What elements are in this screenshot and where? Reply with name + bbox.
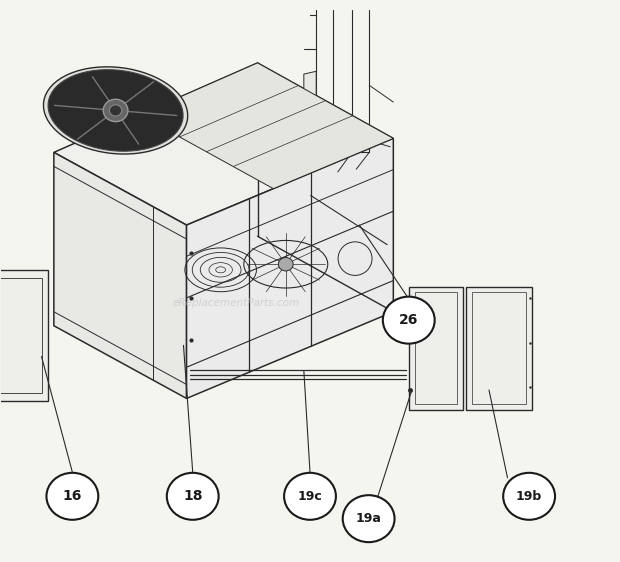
Circle shape [343, 495, 394, 542]
Polygon shape [409, 287, 463, 410]
Ellipse shape [43, 67, 188, 154]
Circle shape [104, 99, 128, 121]
Circle shape [503, 473, 555, 520]
Polygon shape [140, 63, 393, 189]
Ellipse shape [48, 70, 183, 151]
Polygon shape [54, 152, 187, 398]
Text: 16: 16 [63, 490, 82, 504]
Text: 19b: 19b [516, 490, 542, 503]
Text: 19c: 19c [298, 490, 322, 503]
Circle shape [167, 473, 219, 520]
Polygon shape [304, 71, 316, 116]
Polygon shape [54, 63, 393, 225]
Text: 18: 18 [183, 490, 203, 504]
Circle shape [278, 257, 293, 271]
Circle shape [109, 105, 122, 116]
Polygon shape [466, 287, 532, 410]
Text: 26: 26 [399, 313, 419, 327]
Circle shape [46, 473, 99, 520]
Text: eReplacementParts.com: eReplacementParts.com [172, 298, 299, 309]
Circle shape [284, 473, 336, 520]
Polygon shape [0, 270, 48, 401]
Polygon shape [187, 138, 393, 398]
Text: 19a: 19a [356, 512, 381, 525]
Circle shape [383, 297, 435, 343]
